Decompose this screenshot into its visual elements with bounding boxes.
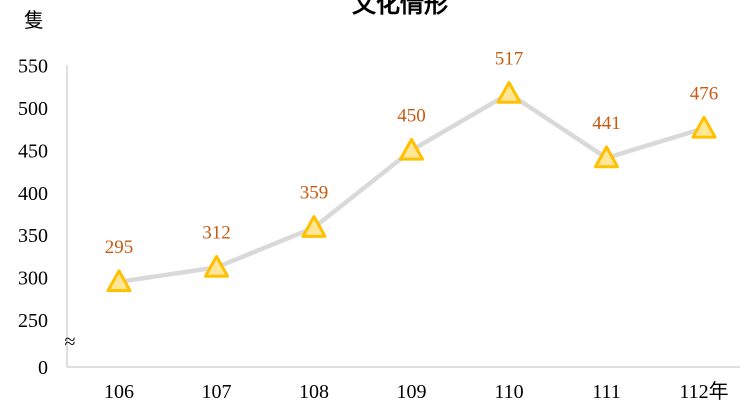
- y-tick-label: 350: [18, 225, 48, 247]
- data-point-marker: [399, 137, 424, 161]
- x-tick-label: 111: [592, 381, 621, 403]
- x-tick-label: 112年: [679, 380, 728, 403]
- data-label: 441: [592, 113, 621, 134]
- y-axis-break-symbol: ≈: [65, 331, 76, 353]
- y-tick-label: 450: [18, 140, 48, 162]
- y-tick-label: 550: [18, 56, 48, 78]
- data-label: 295: [105, 237, 134, 258]
- data-point-marker: [594, 145, 619, 169]
- x-tick-label: 108: [299, 381, 329, 403]
- y-tick-label: 250: [18, 310, 48, 332]
- y-tick-label: 0: [38, 357, 48, 379]
- y-axis: 550 500 450 400 350 300 250 0 ≈: [18, 56, 76, 380]
- marker-layer: [106, 80, 717, 293]
- x-tick-label: 109: [397, 381, 427, 403]
- data-point-marker: [301, 215, 327, 238]
- data-label: 476: [690, 83, 719, 104]
- data-label: 312: [202, 222, 231, 243]
- y-tick-label: 300: [18, 268, 48, 290]
- data-point-marker: [691, 115, 717, 139]
- chart-title: 文化情形: [352, 0, 448, 18]
- x-tick-label: 110: [494, 381, 523, 403]
- data-label: 359: [300, 183, 329, 204]
- x-tick-label: 106: [104, 381, 134, 403]
- x-tick-label: 107: [202, 381, 232, 403]
- data-point-marker: [204, 254, 229, 278]
- data-point-marker: [106, 269, 132, 293]
- data-label-layer: 295 312 359 450 517 441 476: [105, 48, 719, 257]
- data-label: 450: [397, 105, 426, 126]
- y-axis-unit-label: 隻: [24, 8, 44, 32]
- data-point-marker: [496, 80, 522, 104]
- y-tick-label: 500: [18, 98, 48, 120]
- y-tick-label: 400: [18, 183, 48, 205]
- x-axis: 106 107 108 109 110 111 112年: [67, 366, 740, 403]
- data-label: 517: [495, 48, 524, 69]
